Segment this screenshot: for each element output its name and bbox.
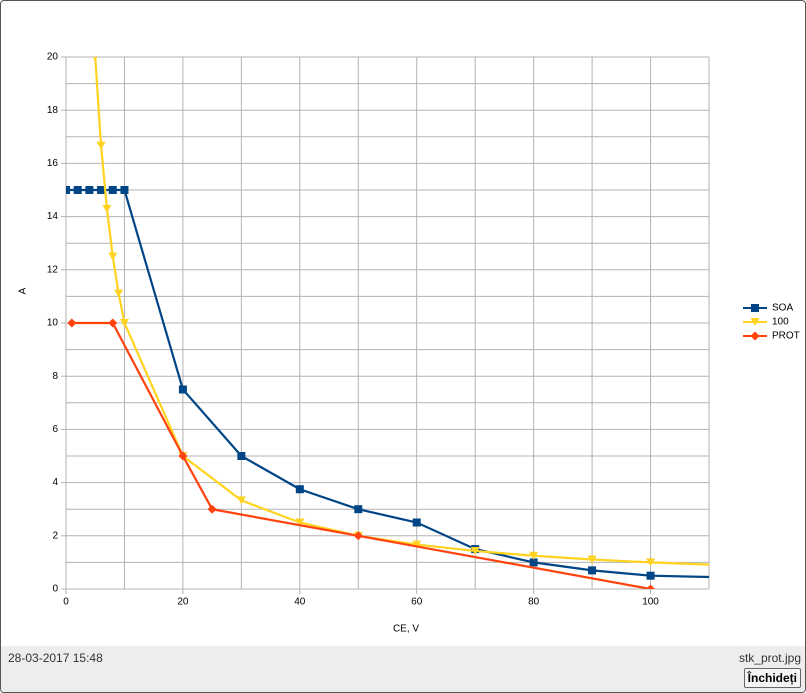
legend-label: SOA: [772, 303, 793, 314]
data-marker: [646, 558, 656, 567]
y-tick-label: 0: [52, 584, 58, 595]
data-marker: [412, 540, 422, 549]
series-line: [66, 188, 709, 579]
x-tick-label: 20: [177, 597, 189, 608]
data-marker: [108, 252, 118, 261]
data-marker: [354, 505, 363, 514]
x-tick-label: 40: [294, 597, 306, 608]
data-marker: [470, 546, 480, 555]
chart: CE, V A 0 2 4 6 8 10 12 14 16 18 20 0 20 40 60 80 100 SOA…: [18, 52, 800, 635]
legend-marker: [751, 304, 759, 312]
data-marker: [96, 141, 106, 150]
y-tick-label: 8: [52, 371, 58, 382]
legend-label: 100: [772, 317, 789, 328]
data-marker: [295, 518, 305, 527]
data-marker: [588, 566, 597, 575]
data-marker: [97, 186, 106, 194]
y-tick-label: 12: [47, 264, 59, 275]
close-button[interactable]: Închideți: [743, 668, 801, 688]
x-axis-title: CE, V: [393, 624, 419, 635]
y-tick-label: 2: [52, 530, 58, 541]
data-marker: [763, 563, 772, 571]
data-marker: [412, 518, 421, 527]
data-marker: [119, 319, 129, 327]
data-marker: [529, 558, 538, 567]
data-marker: [178, 385, 187, 394]
data-marker: [237, 452, 246, 460]
data-marker: [92, 57, 98, 61]
data-marker: [646, 584, 656, 589]
data-marker: [120, 186, 129, 194]
data-marker: [73, 186, 82, 194]
y-axis-title: A: [18, 287, 29, 294]
x-tick-label: 60: [411, 597, 423, 608]
data-marker: [353, 531, 363, 541]
data-marker: [108, 318, 118, 328]
data-marker: [763, 574, 771, 582]
plot-series: [66, 57, 772, 589]
series-line: [94, 57, 709, 566]
legend-marker: [750, 331, 760, 341]
legend-label: PROT: [772, 331, 800, 342]
data-marker: [114, 289, 124, 298]
y-tick-label: 10: [47, 318, 59, 329]
data-marker: [295, 485, 304, 494]
data-marker: [529, 551, 539, 560]
data-marker: [646, 571, 655, 580]
x-tick-label: 0: [63, 597, 69, 608]
y-tick-label: 16: [47, 158, 59, 169]
legend-marker: [750, 318, 760, 326]
data-marker: [66, 186, 70, 194]
data-marker: [178, 451, 188, 461]
footer: 28-03-2017 15:48 stk_prot.jpg Închideți: [1, 646, 805, 692]
data-marker: [102, 204, 112, 213]
filename: stk_prot.jpg: [738, 651, 801, 665]
date: 28-03-2017 15:48: [8, 651, 103, 665]
y-tick-label: 20: [47, 52, 59, 63]
y-tick-label: 14: [47, 211, 59, 222]
data-marker: [67, 318, 77, 328]
x-tick-label: 80: [528, 597, 540, 608]
y-tick-label: 6: [52, 424, 58, 435]
series-line: [71, 321, 651, 589]
data-marker: [108, 186, 117, 194]
data-marker: [236, 496, 246, 505]
data-marker: [207, 504, 217, 514]
y-tick-label: 4: [52, 477, 58, 488]
data-marker: [587, 555, 597, 564]
data-marker: [85, 186, 94, 194]
x-tick-label: 100: [642, 597, 659, 608]
y-tick-label: 18: [47, 105, 59, 116]
